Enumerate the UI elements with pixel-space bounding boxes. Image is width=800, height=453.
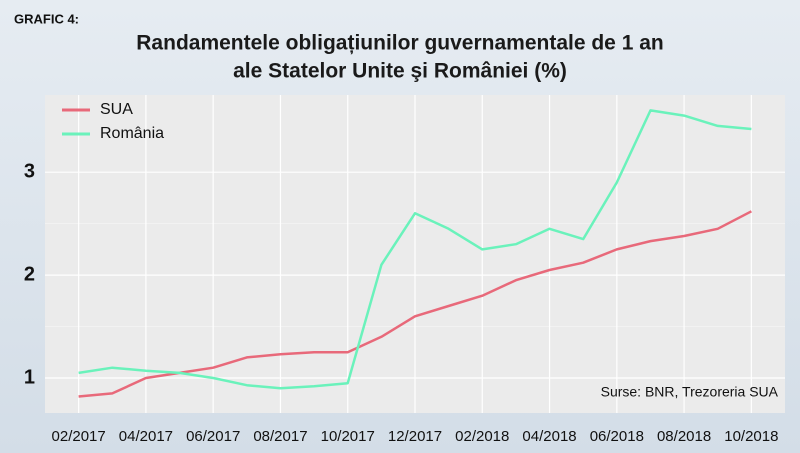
source-note: Surse: BNR, Trezoreria SUA (601, 384, 779, 400)
x-tick-label: 10/2018 (724, 428, 778, 445)
lines (78, 109, 752, 398)
chart-title: Randamentele obligațiunilor guvernamenta… (136, 32, 663, 55)
x-tick-label: 06/2018 (590, 428, 644, 445)
x-tick-label: 12/2017 (388, 428, 442, 445)
x-tick-label: 04/2017 (119, 428, 173, 445)
y-tick-label: 1 (24, 366, 35, 388)
legend-label: SUA (100, 101, 133, 118)
y-tick-label: 3 (24, 160, 35, 182)
x-tick-label: 08/2018 (657, 428, 711, 445)
grid (45, 95, 785, 413)
x-tick-label: 08/2017 (253, 428, 307, 445)
x-tick-label: 06/2017 (186, 428, 240, 445)
x-tick-label: 10/2017 (321, 428, 375, 445)
legend: SUA România (62, 101, 164, 142)
y-tick-label: 2 (24, 263, 35, 285)
chart-title: ale Statelor Unite şi României (%) (233, 60, 567, 83)
line-series (78, 109, 752, 390)
legend-label: România (100, 125, 164, 142)
x-tick-label: 02/2018 (455, 428, 509, 445)
x-tick-label: 04/2018 (522, 428, 576, 445)
line-series (78, 210, 752, 398)
x-tick-label: 02/2017 (52, 428, 106, 445)
chart-label: GRAFIC 4: (14, 11, 79, 26)
